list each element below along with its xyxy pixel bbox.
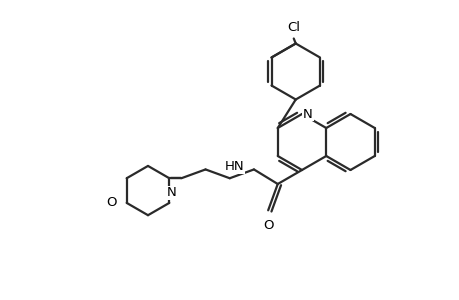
Text: O: O xyxy=(106,196,117,209)
Text: N: N xyxy=(302,107,312,121)
Text: HN: HN xyxy=(224,160,243,173)
Text: N: N xyxy=(166,186,176,199)
Text: O: O xyxy=(263,219,273,232)
Text: Cl: Cl xyxy=(286,20,300,34)
